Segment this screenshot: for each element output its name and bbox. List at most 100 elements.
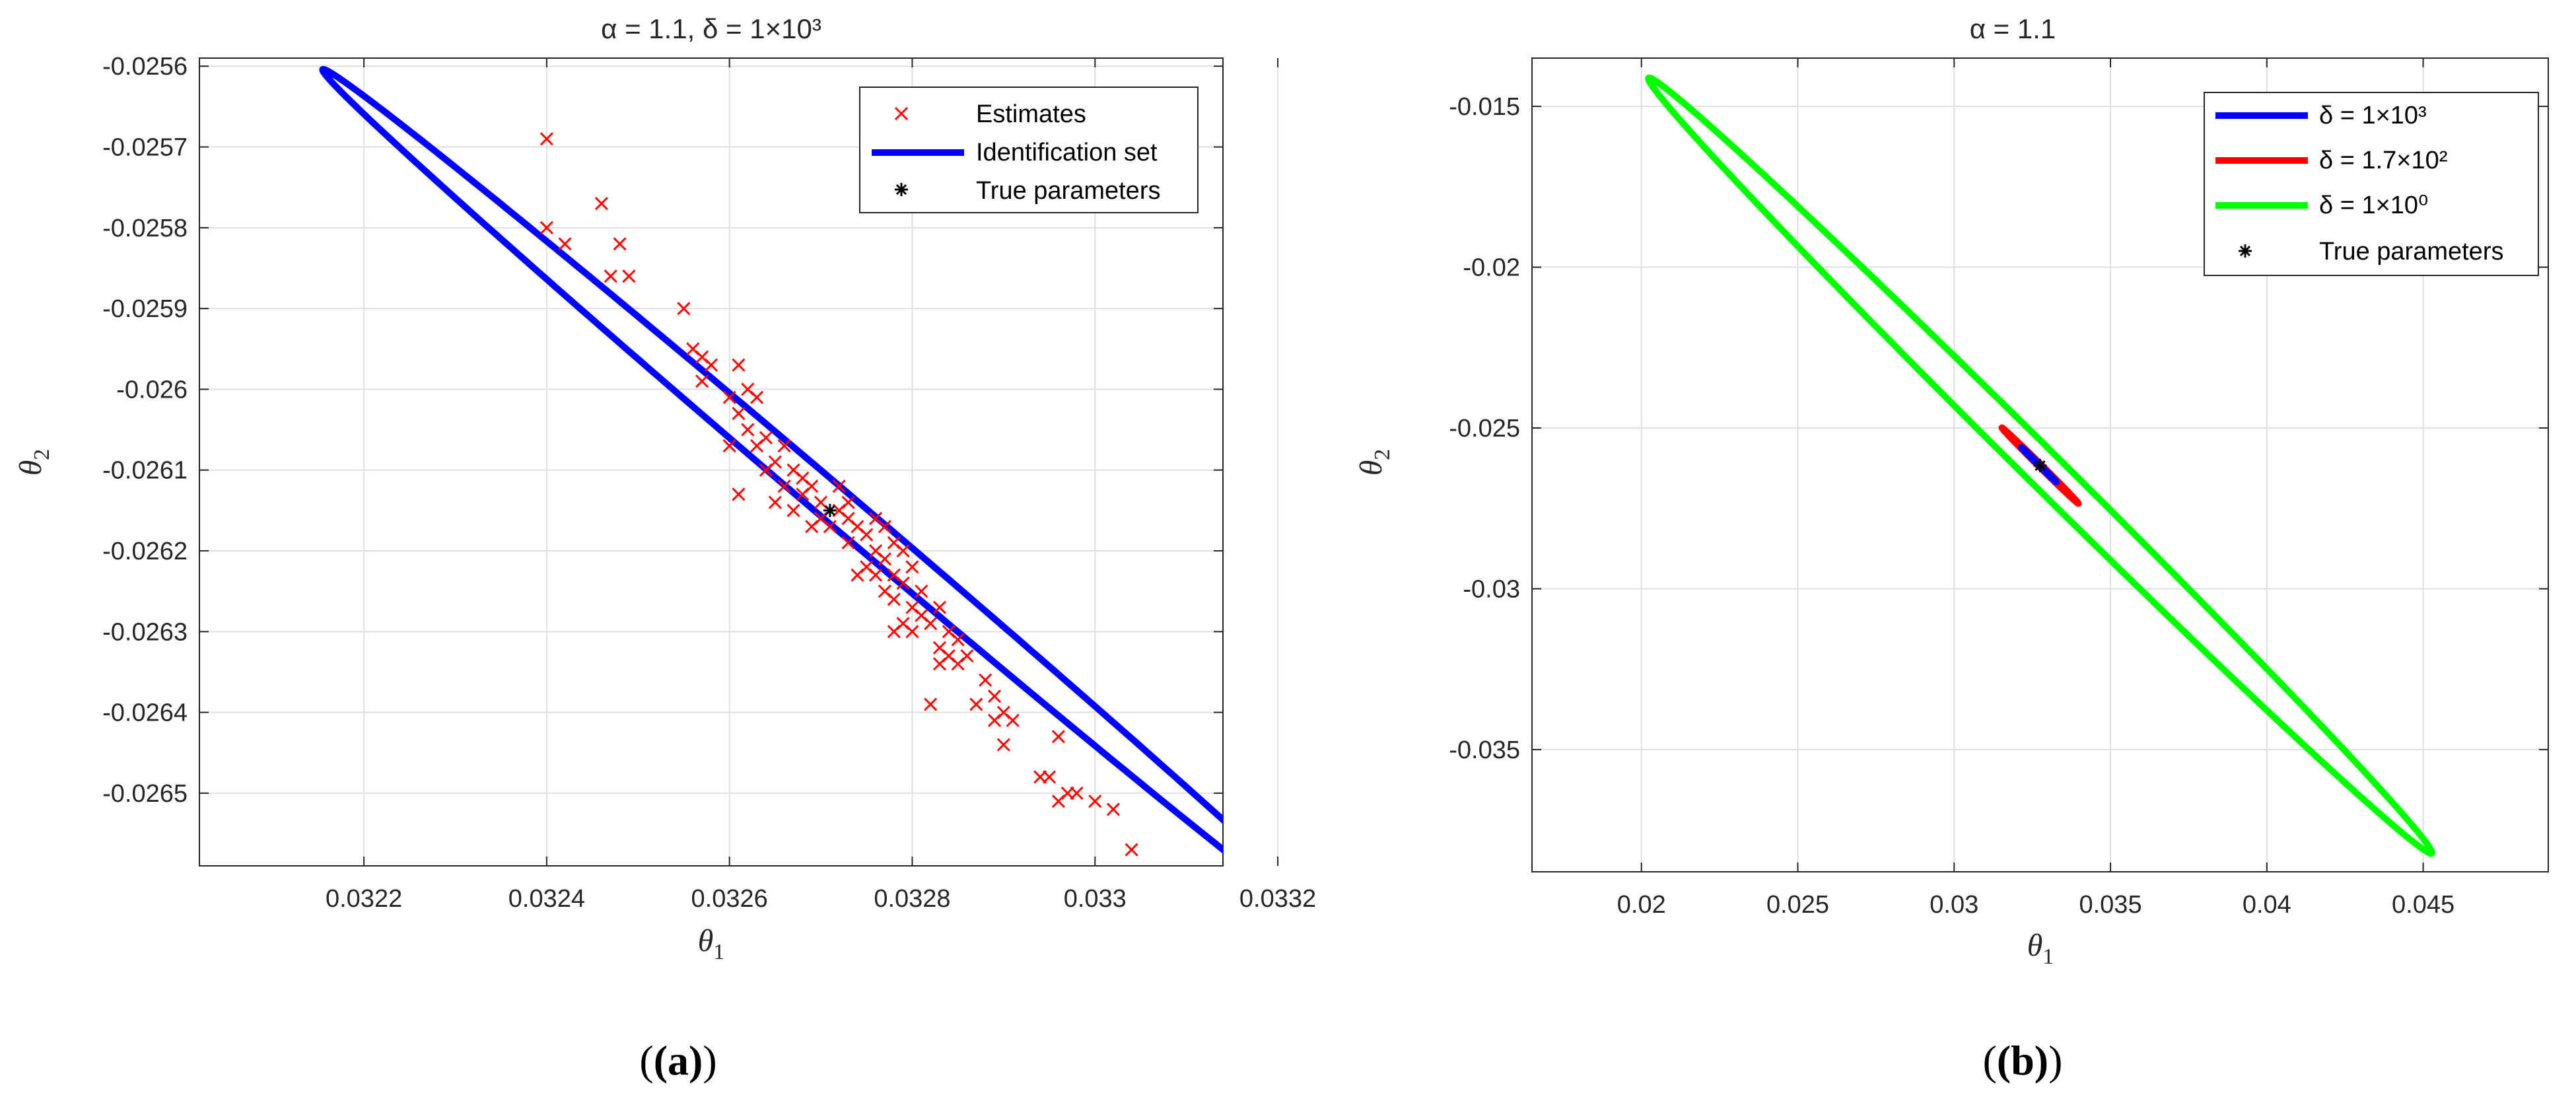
estimate-point (777, 479, 791, 493)
estimate-point (905, 560, 919, 574)
ytick-label: -0.03 (1463, 575, 1520, 603)
chart-b-ticks (1532, 58, 2548, 872)
estimate-point (1051, 795, 1065, 808)
estimate-point (832, 479, 846, 493)
estimate-point (704, 358, 718, 372)
legend-delta-1e0-label: δ = 1×10⁰ (2319, 192, 2428, 219)
estimate-point (951, 657, 965, 671)
estimate-point (996, 738, 1010, 752)
estimate-point (1125, 843, 1138, 857)
ytick-label: -0.025 (1449, 415, 1520, 443)
ytick-label: -0.0259 (102, 295, 188, 323)
xtick-label: 0.025 (1766, 891, 1829, 919)
estimate-point (604, 269, 617, 283)
estimate-point (1106, 802, 1120, 816)
estimate-point (1042, 770, 1057, 784)
chart-a-legend: Estimates Identification set True parame… (859, 87, 1199, 213)
estimate-point (540, 132, 553, 146)
estimate-point (750, 390, 764, 404)
estimate-point (932, 657, 947, 671)
estimate-point (732, 487, 746, 501)
xtick-label: 0.033 (1064, 885, 1127, 913)
xtick-label: 0.045 (2392, 891, 2454, 919)
legend-delta-1.7e2-label: δ = 1.7×10² (2319, 147, 2447, 174)
estimate-point (987, 713, 1002, 727)
chart-b-xtick-labels: 0.02 0.025 0.03 0.035 0.04 0.045 (1617, 891, 2454, 919)
chart-b-plot (1645, 74, 2435, 857)
caption-b: ((b)) (1983, 1037, 2063, 1084)
legend-delta-1e3-label: δ = 1×10³ (2319, 102, 2427, 129)
estimate-point (915, 585, 928, 598)
chart-a-ticks (199, 58, 1279, 866)
xtick-label: 0.0332 (1239, 885, 1316, 913)
chart-a-title: α = 1.1, δ = 1×10³ (601, 13, 821, 44)
ytick-label: -0.0256 (102, 53, 188, 81)
chart-b-legend-box (2204, 92, 2539, 276)
true-parameter-point (823, 503, 837, 517)
estimate-point (759, 463, 773, 477)
caption-a-text: (a) (654, 1037, 703, 1084)
legend-estimates-label: Estimates (976, 100, 1086, 128)
chart-b-title: α = 1.1 (1970, 13, 2056, 44)
estimate-point (777, 439, 791, 453)
chart-b-legend: δ = 1×10³ δ = 1.7×10² δ = 1×10⁰ True par… (2204, 92, 2539, 276)
chart-a-axes-box (199, 57, 1224, 867)
estimate-point (722, 439, 736, 453)
legend-b-true-parameters-marker (2239, 244, 2252, 258)
estimate-point (969, 697, 983, 711)
legend-identification-set-label: Identification set (976, 139, 1158, 166)
estimate-point (1051, 730, 1065, 744)
estimate-point (732, 407, 746, 421)
legend-b-true-parameters-label: True parameters (2319, 238, 2503, 266)
caption-a: ((a)) (639, 1037, 716, 1084)
chart-b-ytick-labels: -0.015 -0.02 -0.025 -0.03 -0.035 (1449, 93, 1520, 764)
chart-b-xlabel: θ1 (2027, 928, 2054, 969)
estimate-point (860, 528, 874, 542)
estimate-point (722, 390, 736, 404)
estimate-point (924, 697, 938, 711)
estimate-point (869, 568, 883, 582)
ytick-label: -0.0258 (102, 215, 188, 242)
estimate-point (887, 592, 901, 606)
ytick-label: -0.0264 (102, 699, 188, 727)
ellipse-identification-set (319, 65, 1223, 854)
estimate-point (594, 197, 608, 211)
legend-true-parameters-label: True parameters (976, 177, 1160, 205)
chart-b-ylabel: θ2 (1354, 449, 1395, 476)
xtick-label: 0.04 (2243, 891, 2291, 919)
xtick-label: 0.0328 (874, 885, 950, 913)
estimate-point (796, 487, 810, 501)
xtick-label: 0.0322 (326, 885, 402, 913)
estimate-point (1088, 795, 1102, 808)
estimate-point (677, 302, 691, 316)
estimate-point (851, 568, 864, 582)
ytick-label: -0.026 (116, 376, 188, 404)
ytick-label: -0.0257 (102, 134, 188, 162)
estimate-point (1006, 713, 1020, 727)
xtick-label: 0.0324 (508, 885, 585, 913)
chart-a: α = 1.1, δ = 1×10³ -0.0256 -0.0257 -0.0258… (13, 13, 1316, 1084)
ytick-label: -0.0263 (102, 618, 188, 646)
chart-a-xtick-labels: 0.0322 0.0324 0.0326 0.0328 0.033 0.0332 (326, 885, 1316, 913)
estimate-point (613, 237, 627, 251)
estimate-point (558, 237, 572, 251)
plot-area (1645, 74, 2435, 857)
estimate-point (768, 495, 782, 509)
estimate-point (878, 552, 892, 566)
xtick-label: 0.0326 (691, 885, 768, 913)
xtick-label: 0.03 (1930, 891, 1978, 919)
xtick-label: 0.02 (1617, 891, 1666, 919)
chart-b: α = 1.1 -0.015 -0.02 -0.025 -0.03 -0.035 0.0… (1354, 13, 2549, 1084)
estimate-point (932, 600, 947, 614)
ytick-label: -0.0262 (102, 538, 188, 565)
estimate-point (951, 633, 965, 647)
chart-a-ytick-labels: -0.0256 -0.0257 -0.0258 -0.0259 -0.026 -0.026… (102, 53, 188, 808)
estimate-point (878, 520, 892, 534)
caption-b-text: (b) (1997, 1037, 2048, 1084)
estimate-point (979, 673, 992, 687)
estimate-point (732, 358, 746, 372)
estimate-point (896, 576, 910, 590)
estimate-point (422, 44, 434, 56)
estimate-point (786, 503, 800, 517)
